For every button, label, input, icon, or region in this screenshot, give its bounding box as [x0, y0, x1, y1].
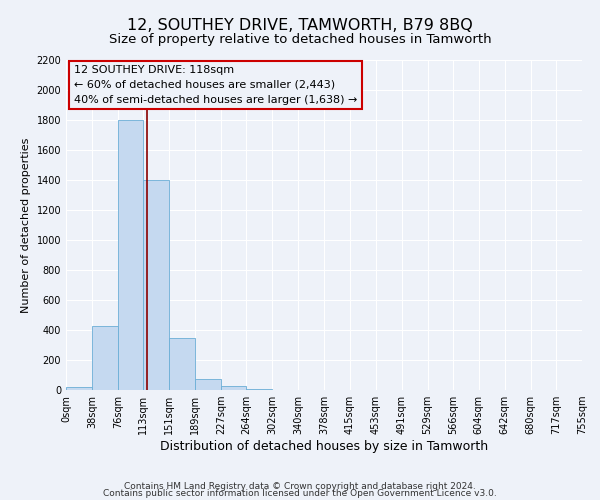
- Text: Size of property relative to detached houses in Tamworth: Size of property relative to detached ho…: [109, 32, 491, 46]
- Bar: [92, 326, 118, 390]
- Y-axis label: Number of detached properties: Number of detached properties: [21, 138, 31, 312]
- Bar: [143, 180, 169, 390]
- Text: Contains public sector information licensed under the Open Government Licence v3: Contains public sector information licen…: [103, 490, 497, 498]
- Bar: [118, 120, 143, 390]
- Text: 12, SOUTHEY DRIVE, TAMWORTH, B79 8BQ: 12, SOUTHEY DRIVE, TAMWORTH, B79 8BQ: [127, 18, 473, 32]
- Bar: [221, 386, 247, 390]
- X-axis label: Distribution of detached houses by size in Tamworth: Distribution of detached houses by size …: [160, 440, 488, 453]
- Bar: [195, 379, 221, 390]
- Bar: [66, 387, 92, 390]
- Bar: [169, 338, 195, 390]
- Text: Contains HM Land Registry data © Crown copyright and database right 2024.: Contains HM Land Registry data © Crown c…: [124, 482, 476, 491]
- Text: 12 SOUTHEY DRIVE: 118sqm
← 60% of detached houses are smaller (2,443)
40% of sem: 12 SOUTHEY DRIVE: 118sqm ← 60% of detach…: [74, 65, 357, 104]
- Bar: [247, 389, 272, 390]
